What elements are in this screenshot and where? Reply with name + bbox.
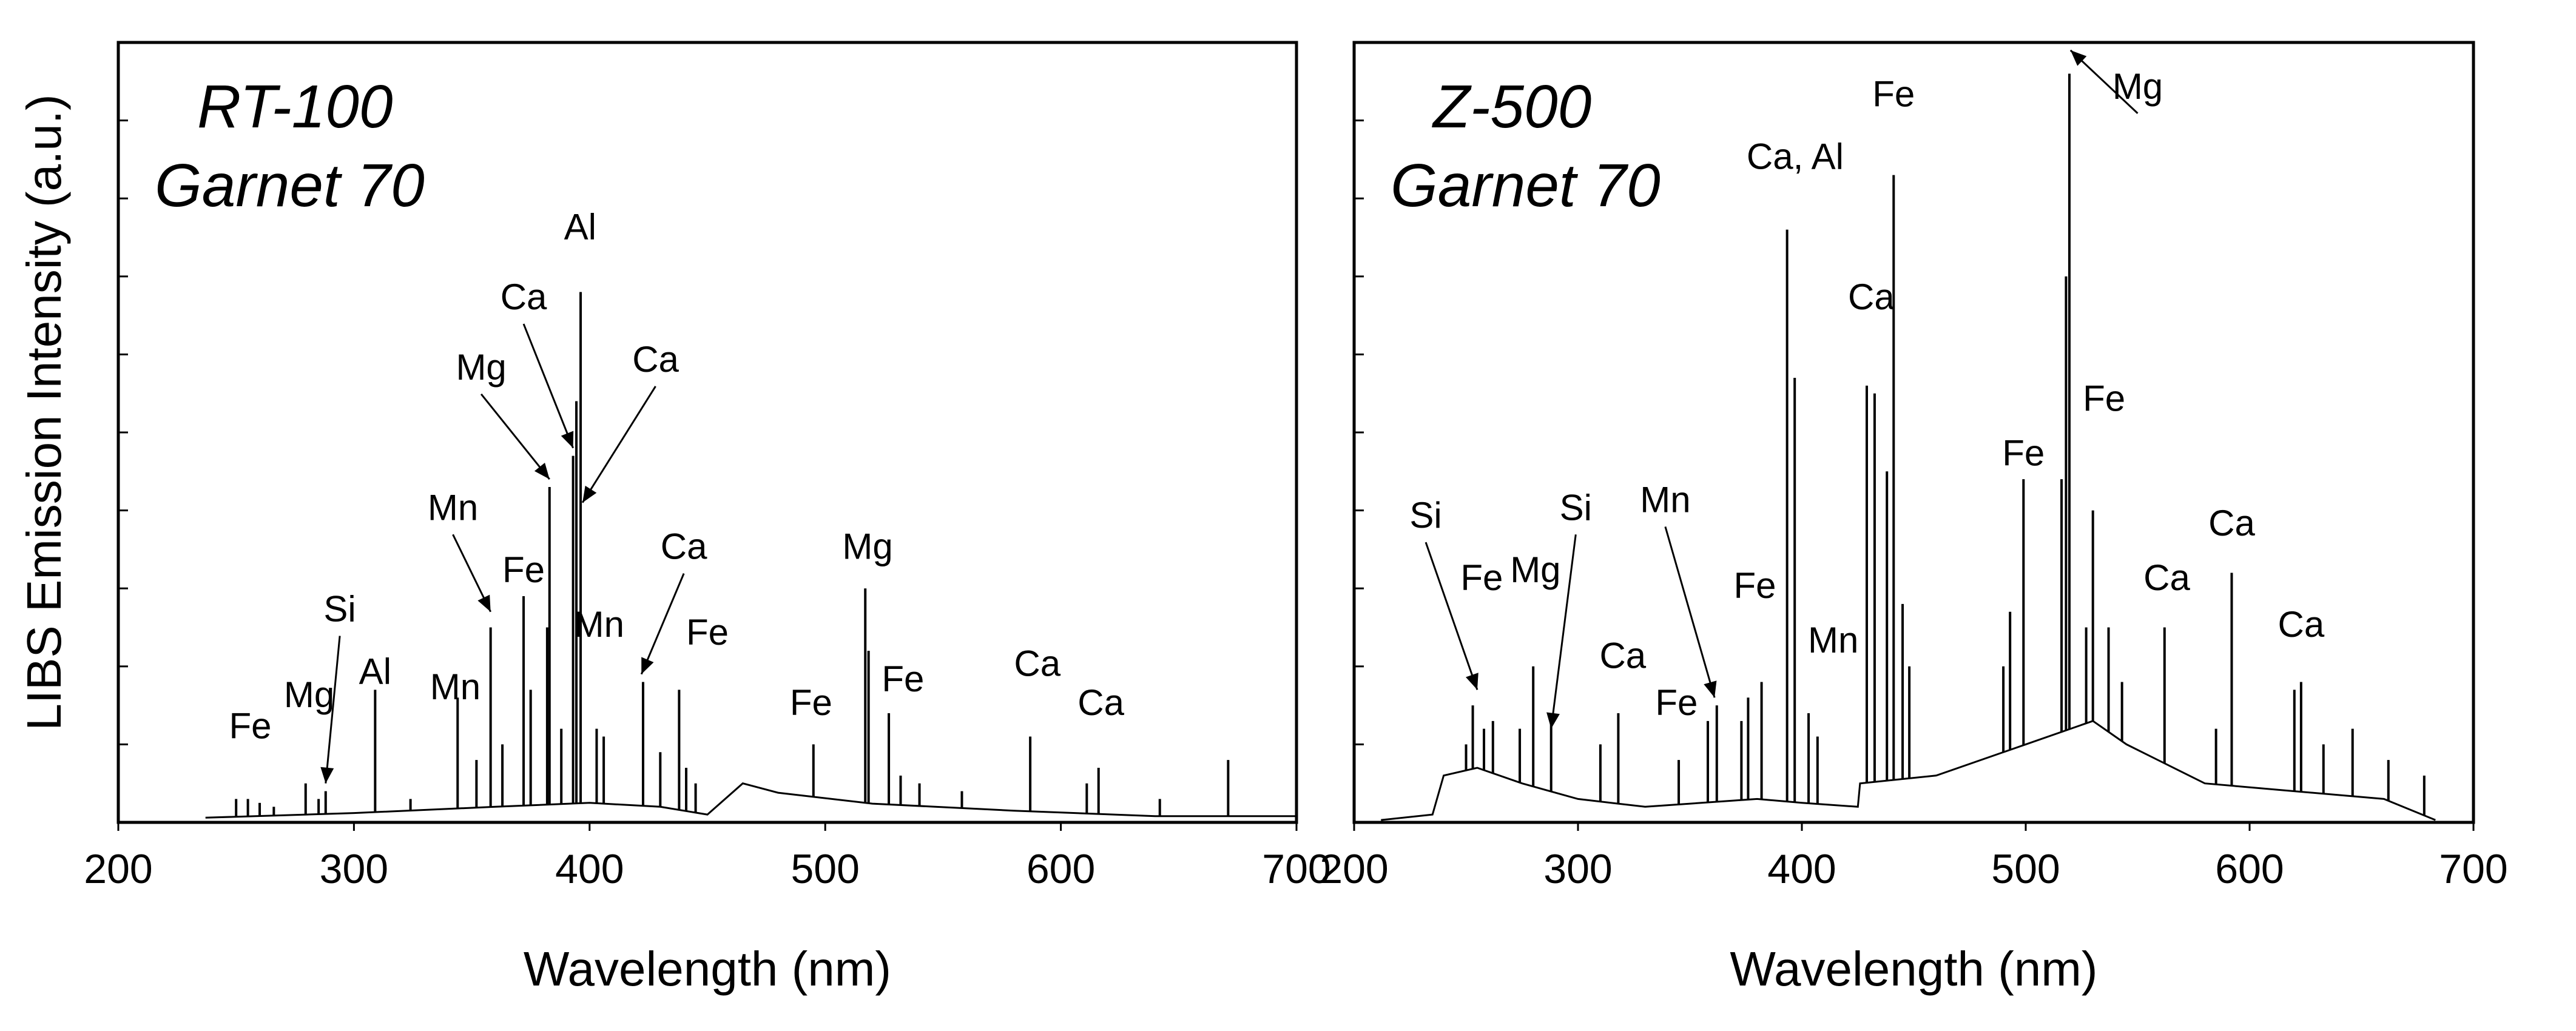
annotation-arrowhead: [1704, 680, 1717, 698]
peak-label: Ca, Al: [1747, 136, 1844, 177]
peak-label: Mg: [456, 347, 506, 388]
peak-label: Mn: [430, 667, 480, 707]
panel-title-model: Z-500: [1432, 73, 1591, 141]
annotation-arrowhead: [320, 767, 334, 784]
peak-label: Fe: [2083, 378, 2125, 418]
peak-label: Fe: [502, 549, 545, 590]
peak-label: Fe: [229, 705, 271, 746]
y-axis-title: LIBS Emission Intensity (a.u.): [17, 94, 71, 730]
panel-title-model: RT-100: [197, 73, 393, 141]
peak-label: Fe: [1655, 682, 1698, 723]
peak-label: Mn: [574, 604, 624, 645]
peak-label: Ca: [661, 526, 707, 567]
peak-label: Fe: [686, 612, 729, 653]
spectrum-continuum: [205, 782, 1296, 819]
peak-label: Ca: [1077, 682, 1124, 723]
peak-label: Mg: [2112, 66, 2163, 107]
annotation-arrowhead: [2070, 50, 2087, 66]
x-tick-label: 600: [2215, 846, 2284, 892]
peak-label: Mg: [842, 526, 892, 567]
x-tick-label: 300: [1543, 846, 1612, 892]
annotation-arrowhead: [534, 462, 550, 480]
x-tick-label: 700: [2439, 846, 2507, 892]
annotation-arrowhead: [1465, 673, 1479, 690]
peak-label: Fe: [1872, 74, 1915, 115]
chart-panel-left: 200 300 400 500 600 700 Wavelength (nm) RT-100 G…: [84, 41, 1331, 996]
peak-label: Ca: [2143, 557, 2190, 598]
peak-label: Fe: [2002, 432, 2045, 473]
x-tick-label: 200: [84, 846, 152, 892]
peak-label: Al: [564, 206, 596, 247]
peak-label: Ca: [2208, 503, 2255, 543]
peak-label: Ca: [1848, 277, 1895, 317]
panel-title-sample: Garnet 70: [1391, 152, 1661, 220]
annotation-arrow: [1664, 526, 1716, 698]
peak-label: Si: [323, 589, 356, 630]
x-tick-label: 700: [1262, 846, 1330, 892]
peak-label: Fe: [882, 659, 924, 699]
peak-label: Mg: [1510, 549, 1560, 590]
x-axis-title: Wavelength (nm): [524, 942, 891, 996]
x-tick-label: 500: [791, 846, 859, 892]
peak-label: Ca: [1014, 643, 1060, 684]
peak-label: Mn: [428, 487, 478, 528]
x-tick-label: 200: [1320, 846, 1388, 892]
annotation-arrowhead: [1546, 712, 1560, 729]
panel-title-sample: Garnet 70: [155, 152, 425, 220]
peak-label: Mn: [1808, 620, 1858, 660]
peak-label: Si: [1409, 495, 1441, 536]
x-tick-label: 500: [1991, 846, 2060, 892]
peak-label: Mn: [1640, 479, 1690, 520]
peak-label: Fe: [1733, 565, 1776, 606]
annotation-arrow: [325, 636, 341, 784]
annotation-arrow: [640, 573, 685, 675]
x-tick-label: 400: [555, 846, 624, 892]
annotation-arrow: [1425, 542, 1479, 690]
annotation-arrow: [1550, 534, 1577, 729]
annotation-arrow: [480, 393, 550, 480]
annotation-arrow: [581, 386, 656, 503]
spectrum-continuum: [1381, 720, 2436, 821]
annotation-arrowhead: [582, 485, 597, 503]
annotation-arrowhead: [561, 431, 574, 448]
peak-label: Al: [359, 651, 391, 691]
peak-label: Fe: [1460, 557, 1503, 598]
annotation-arrow: [522, 323, 575, 449]
peak-label: Ca: [632, 339, 679, 380]
peak-label: Ca: [2278, 604, 2325, 645]
peak-label: Mg: [284, 674, 334, 715]
x-tick-label: 600: [1027, 846, 1095, 892]
peak-label: Fe: [790, 682, 832, 723]
x-tick-label: 400: [1767, 846, 1836, 892]
peak-label: Ca: [501, 277, 547, 317]
annotation-arrowhead: [641, 657, 654, 674]
peak-label: Si: [1560, 487, 1592, 528]
chart-panel-right: 200 300 400 500 600 700 Wavelength (nm) Z-500 Ga…: [1320, 41, 2508, 996]
annotation-arrowhead: [477, 594, 491, 612]
x-tick-label: 300: [320, 846, 388, 892]
x-axis-title: Wavelength (nm): [1730, 942, 2097, 996]
peak-label: Ca: [1599, 636, 1646, 676]
